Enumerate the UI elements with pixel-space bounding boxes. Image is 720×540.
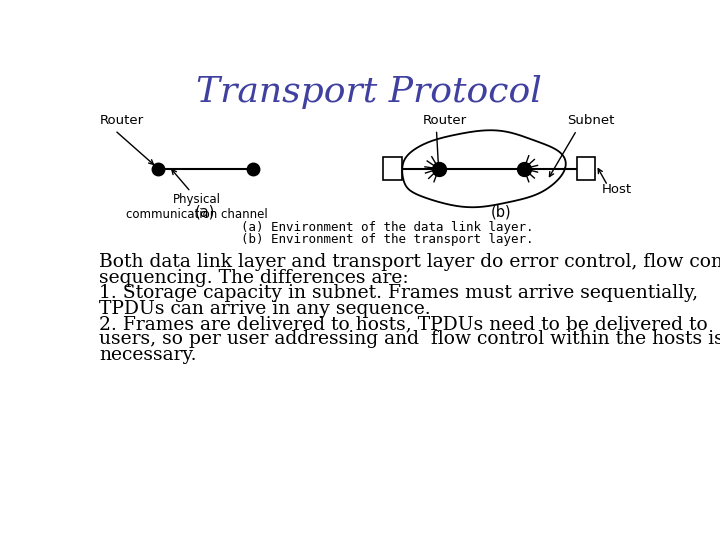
Text: Both data link layer and transport layer do error control, flow control,: Both data link layer and transport layer… [99, 253, 720, 272]
Text: Router: Router [99, 114, 143, 127]
Text: (a): (a) [194, 204, 215, 219]
Text: Subnet: Subnet [567, 114, 614, 127]
Text: Router: Router [423, 114, 467, 127]
Bar [383, 157, 402, 180]
Text: TPDUs can arrive in any sequence.: TPDUs can arrive in any sequence. [99, 300, 431, 318]
Text: 1. Storage capacity in subnet. Frames must arrive sequentially,: 1. Storage capacity in subnet. Frames mu… [99, 284, 698, 302]
Text: 2. Frames are delivered to hosts, TPDUs need to be delivered to: 2. Frames are delivered to hosts, TPDUs … [99, 315, 708, 333]
Text: (a) Environment of the data link layer.: (a) Environment of the data link layer. [241, 221, 534, 234]
Text: Physical
communication channel: Physical communication channel [126, 193, 268, 221]
Text: Transport Protocol: Transport Protocol [196, 75, 542, 109]
Text: sequencing. The differences are:: sequencing. The differences are: [99, 269, 409, 287]
Text: (b) Environment of the transport layer.: (b) Environment of the transport layer. [241, 233, 534, 246]
Text: Host: Host [601, 183, 631, 196]
Text: necessary.: necessary. [99, 346, 197, 364]
Bar [577, 157, 595, 180]
Text: (b): (b) [490, 204, 511, 219]
Text: users, so per user addressing and  flow control within the hosts is: users, so per user addressing and flow c… [99, 330, 720, 348]
